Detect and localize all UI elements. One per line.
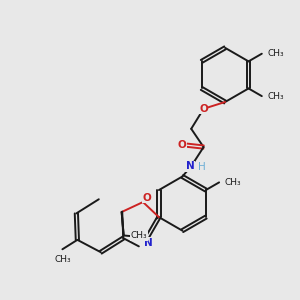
Text: O: O [143, 193, 152, 203]
Text: CH₃: CH₃ [54, 255, 71, 264]
Text: CH₃: CH₃ [267, 49, 284, 58]
Text: N: N [144, 238, 153, 248]
Text: O: O [177, 140, 186, 150]
Text: CH₃: CH₃ [267, 92, 284, 100]
Text: N: N [186, 161, 194, 171]
Text: H: H [198, 162, 206, 172]
Text: O: O [199, 104, 208, 114]
Text: CH₃: CH₃ [130, 232, 147, 241]
Text: CH₃: CH₃ [224, 178, 241, 187]
